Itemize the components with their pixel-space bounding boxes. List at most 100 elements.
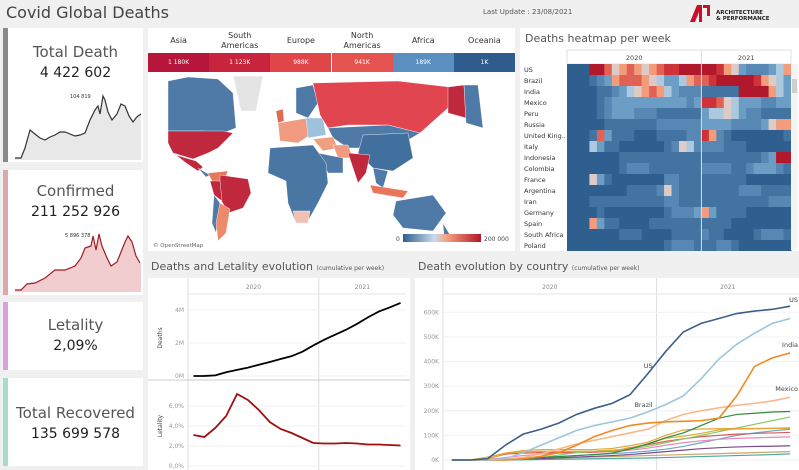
heatmap-cell [649,130,658,142]
deaths-letality-chart[interactable]: 2020 2021 0M 2M 4M Deaths 0,0% 2,0% 4,0% 6,0% Leta… [148,278,410,470]
logo-icon: ARCHITECTURE & PERFORMANCE [690,5,770,22]
card-accent [3,170,8,295]
heatmap-cell [626,185,635,197]
heatmap-cell [626,174,635,186]
heatmap-cell [634,185,643,197]
series-label: US [789,296,798,304]
heatmap-cell [619,196,628,208]
heatmap-cell [619,108,628,120]
heatmap-cell [664,196,673,208]
heatmap-cell [664,174,673,186]
heatmap-cell [716,229,725,241]
heatmap-cell [761,229,770,241]
heatmap-cell [738,185,747,197]
heatmap-cell [716,64,725,76]
heatmap-cell [641,163,650,175]
heatmap-cell [783,218,792,230]
heatmap-cell [656,97,665,109]
heatmap-cell [611,163,620,175]
greenland [232,75,264,112]
kpi-total-recovered[interactable]: Total Recovered 135 699 578 [3,378,143,466]
heatmap-cell [783,97,792,109]
heatmap-cell [567,240,575,251]
heatmap-cell [581,108,590,120]
series-brazil [451,317,791,461]
continent-value[interactable]: 988K [270,53,332,72]
heatmap-cell [589,64,598,76]
heatmap-cell [761,196,770,208]
kpi-total-death[interactable]: Total Death 4 422 602 104 819 [3,28,143,162]
heatmap-cell [686,207,695,219]
legend-min: 0 [396,236,400,243]
central-america [197,167,211,178]
heatmap-cell [753,108,762,120]
heatmap-scrollbar[interactable] [791,64,798,250]
heatmap-cell [604,75,613,87]
india [347,152,371,184]
heatmap-cell [783,207,792,219]
heatmap-cell [649,163,658,175]
heatmap-row-label: Indonesia [524,154,555,162]
heatmap-cell [581,141,590,153]
heatmap-cell [738,86,747,98]
kpi-confirmed[interactable]: Confirmed 211 252 926 5 896 378 [3,170,143,295]
heatmap-cell [753,229,762,241]
heatmap-cell [641,97,650,109]
heatmap-cell [611,174,620,186]
heatmap-cell [604,218,613,230]
continent-value[interactable]: 1 123K [209,53,271,72]
heatmap-row-label: Iran [524,198,537,206]
continent-header: North Americas [343,30,381,50]
chile [211,194,221,234]
legend-max: 200 000 [484,236,509,243]
continent-value[interactable]: 1 180K [148,53,210,72]
heatmap-cell [776,141,785,153]
y-axis-label: Letality [157,414,164,437]
y-tick-label: 4M [175,307,184,314]
heatmap-cell [783,163,792,175]
heatmap-cell [589,174,598,186]
heatmap-cell [723,75,732,87]
heatmap-cell [686,163,695,175]
scrollbar-thumb[interactable] [792,79,797,93]
scandinavia [295,84,319,119]
heatmap-cell [581,163,590,175]
country-deaths-chart[interactable]: 2020 2021 0K 100K 200K 300K 400K 500K 600K US US Br… [415,278,799,470]
heatmap-cell [723,141,732,153]
heatmap-cell [626,119,635,131]
heatmap-cell [589,75,598,87]
peak-label: 104 819 [70,94,91,100]
continent-value[interactable]: 189K [392,53,454,72]
heatmap-cell [581,185,590,197]
heatmap-cell [679,108,687,120]
heatmap-cell [649,119,658,131]
heatmap-cell [738,196,747,208]
heatmap-cell [611,218,620,230]
world-map[interactable]: © OpenStreetMap 0 200 000 [148,73,515,251]
heatmap-cell [746,196,755,208]
continent-value[interactable]: 941K [331,53,393,72]
heatmap-cell [716,119,725,131]
heatmap-cell [581,207,590,219]
continent-value[interactable]: 1K [453,53,515,72]
heatmap-cell [634,218,643,230]
chart-subtitle: (cumulative per week) [316,265,385,272]
heatmap-cell [664,141,673,153]
heatmap-cell [731,86,740,98]
heatmap-cell [716,75,725,87]
heatmap-cell [731,64,740,76]
y-tick-label: 2M [175,340,184,347]
heatmap-cell [641,240,650,251]
heatmap-cell [708,207,717,219]
heatmap-cell [596,75,605,87]
heatmap-cell [567,185,575,197]
heatmap-cell [649,108,658,120]
year-label: 2020 [246,284,261,291]
heatmap-cell [641,185,650,197]
kpi-letality[interactable]: Letality 2,09% [3,302,143,370]
heatmap-cell [701,97,710,109]
heatmap-cell [679,119,687,131]
heatmap-cell [723,64,732,76]
heatmap-cell [768,174,777,186]
heatmap-row-label: Italy [524,143,538,151]
